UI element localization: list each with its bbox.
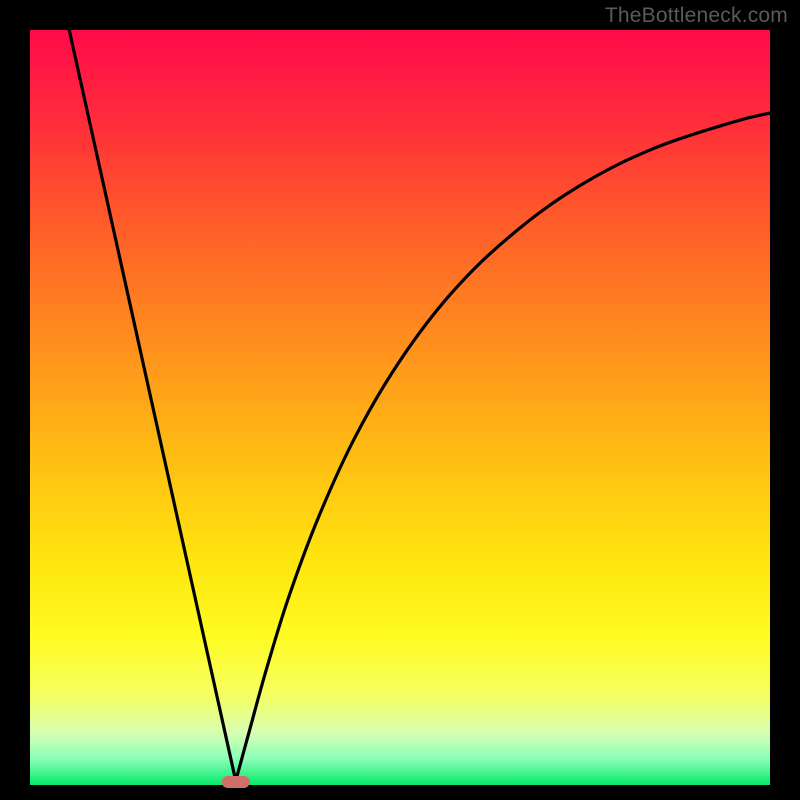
- plot-background: [30, 30, 770, 785]
- chart-svg: [0, 0, 800, 800]
- watermark-text: TheBottleneck.com: [605, 4, 788, 28]
- chart-frame: TheBottleneck.com: [0, 0, 800, 800]
- optimum-marker: [222, 776, 250, 788]
